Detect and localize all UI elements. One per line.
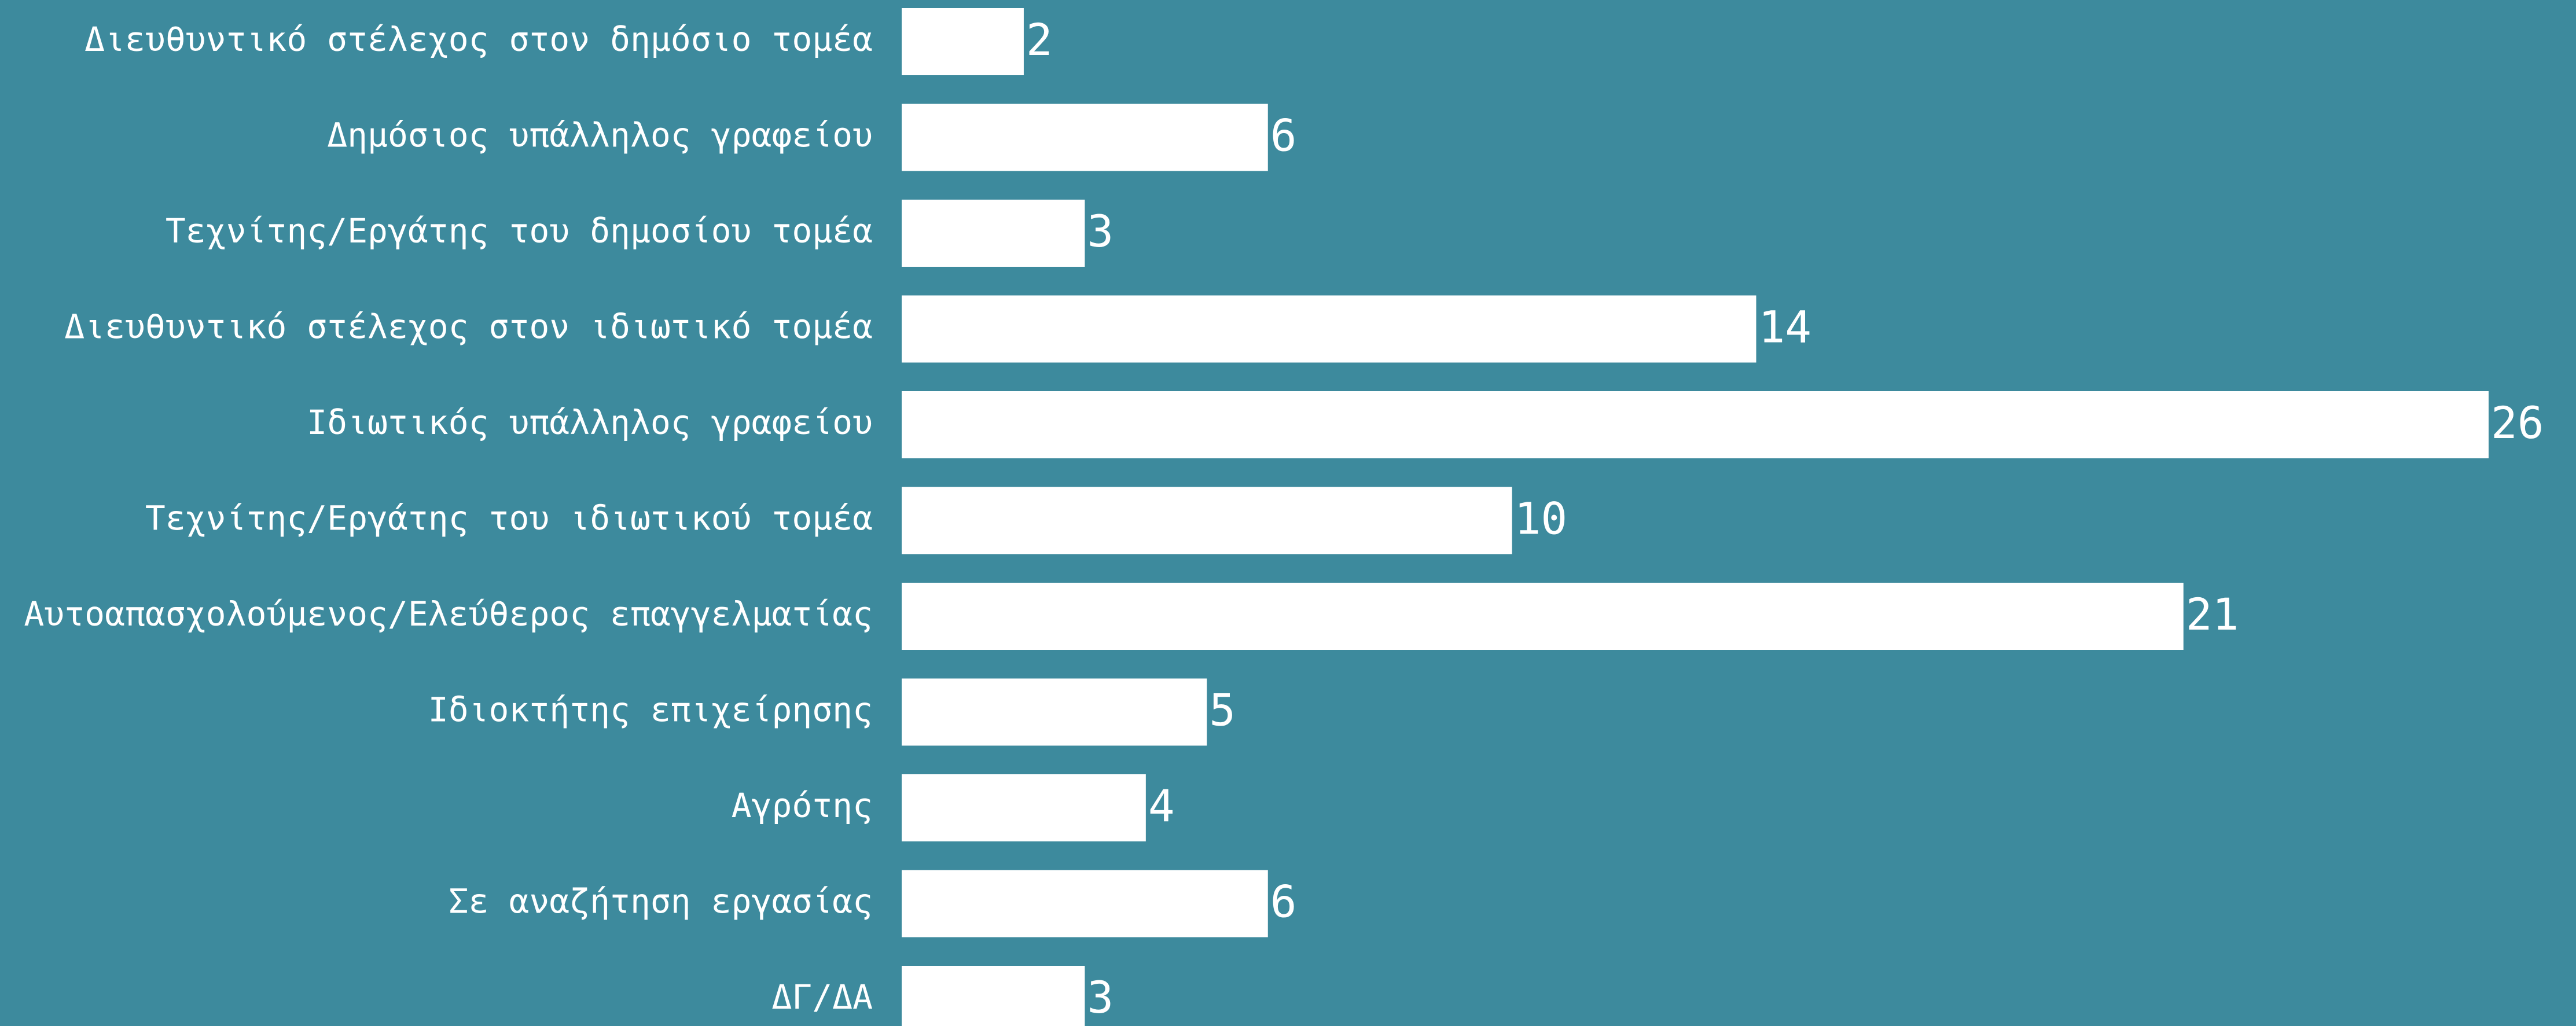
value-label: 26 (2491, 397, 2544, 448)
category-label: Τεχνίτης/Εργάτης του ιδιωτικού τομέα (145, 499, 873, 538)
category-label: Ιδιοκτήτης επιχείρησης (428, 690, 873, 730)
bar (902, 8, 1024, 75)
value-label: 14 (1758, 301, 1811, 352)
value-label: 6 (1270, 876, 1297, 927)
bar (902, 774, 1146, 841)
category-label: ΔΓ/ΔΑ (771, 977, 873, 1017)
value-label: 2 (1026, 14, 1053, 65)
value-label: 21 (2186, 589, 2239, 640)
bars-group: Διευθυντικό στέλεχος στον δημόσιο τομέα 2… (24, 8, 2544, 1026)
category-label: Αυτοαπασχολούμενος/Ελεύθερος επαγγελματί… (24, 594, 873, 634)
bar (902, 870, 1268, 937)
value-label: 10 (1515, 492, 1568, 544)
value-label: 4 (1148, 780, 1175, 832)
category-label: Δημόσιος υπάλληλος γραφείου (327, 116, 873, 155)
value-label: 3 (1087, 205, 1114, 257)
bar (902, 200, 1085, 267)
bar (902, 487, 1512, 554)
category-label: Διευθυντικό στέλεχος στον ιδιωτικό τομέα (64, 307, 873, 347)
category-label: Ιδιωτικός υπάλληλος γραφείου (307, 403, 873, 442)
value-label: 3 (1087, 972, 1114, 1023)
value-label: 6 (1270, 109, 1297, 161)
value-label: 5 (1209, 684, 1236, 736)
category-label: Αγρότης (732, 786, 873, 825)
bar (902, 104, 1268, 171)
bar (902, 295, 1756, 363)
category-label: Σε αναζήτηση εργασίας (449, 882, 873, 921)
bar (902, 391, 2489, 458)
bar (902, 966, 1085, 1026)
category-label: Τεχνίτης/Εργάτης του δημοσίου τομέα (166, 211, 873, 251)
bar (902, 678, 1207, 746)
bar (902, 583, 2184, 650)
category-label: Διευθυντικό στέλεχος στον δημόσιο τομέα (84, 20, 873, 59)
